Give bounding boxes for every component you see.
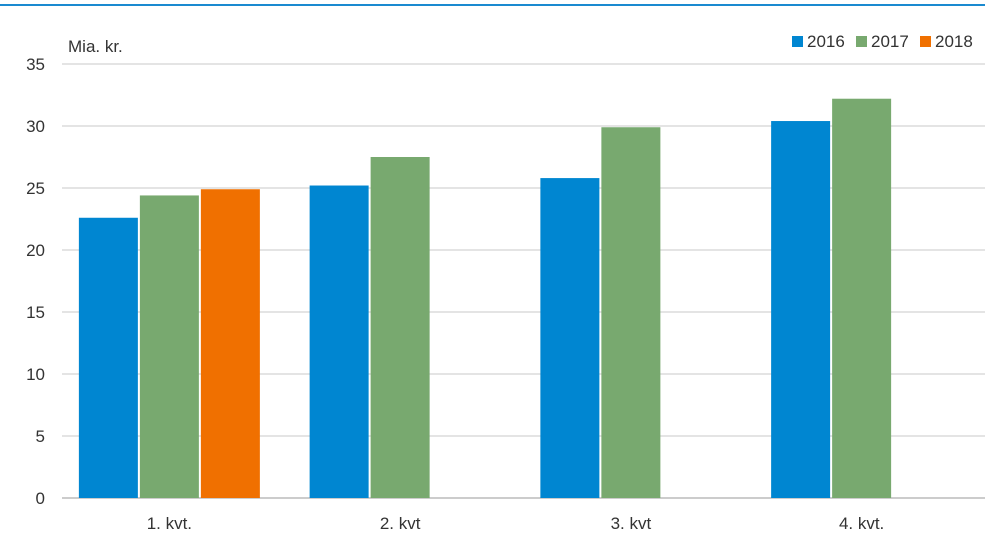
y-tick-label: 10 [26, 365, 45, 384]
legend-label: 2016 [807, 32, 845, 51]
bar-2016-4 [771, 121, 831, 498]
legend-label: 2017 [871, 32, 909, 51]
legend-swatch-2017 [856, 36, 867, 47]
bar-2016-3 [540, 178, 600, 498]
y-tick-label: 35 [26, 55, 45, 74]
x-tick-label: 4. kvt. [839, 514, 884, 533]
y-tick-label: 25 [26, 179, 45, 198]
x-tick-label: 3. kvt [611, 514, 652, 533]
legend: 2016 2017 2018 [792, 32, 973, 51]
bar-2017-3 [601, 127, 661, 499]
bar-2017-2 [370, 157, 430, 498]
legend-swatch-2018 [920, 36, 931, 47]
y-tick-label: 20 [26, 241, 45, 260]
y-tick-label: 0 [36, 489, 45, 508]
y-tick-label: 15 [26, 303, 45, 322]
y-tick-label: 30 [26, 117, 45, 136]
bar-2017-1 [139, 195, 199, 498]
bar-2018-1 [200, 189, 260, 499]
bars [78, 98, 892, 499]
legend-label: 2018 [935, 32, 973, 51]
bar-2016-1 [78, 217, 138, 498]
bar-2017-4 [832, 98, 892, 498]
y-tick-labels: 0 5 10 15 20 25 30 35 [26, 55, 45, 508]
y-axis-unit-label: Mia. kr. [68, 37, 123, 56]
bar-2016-2 [309, 185, 369, 498]
x-tick-labels: 1. kvt. 2. kvt 3. kvt 4. kvt. [147, 514, 885, 533]
legend-swatch-2016 [792, 36, 803, 47]
x-tick-label: 2. kvt [380, 514, 421, 533]
x-tick-label: 1. kvt. [147, 514, 192, 533]
y-tick-label: 5 [36, 427, 45, 446]
